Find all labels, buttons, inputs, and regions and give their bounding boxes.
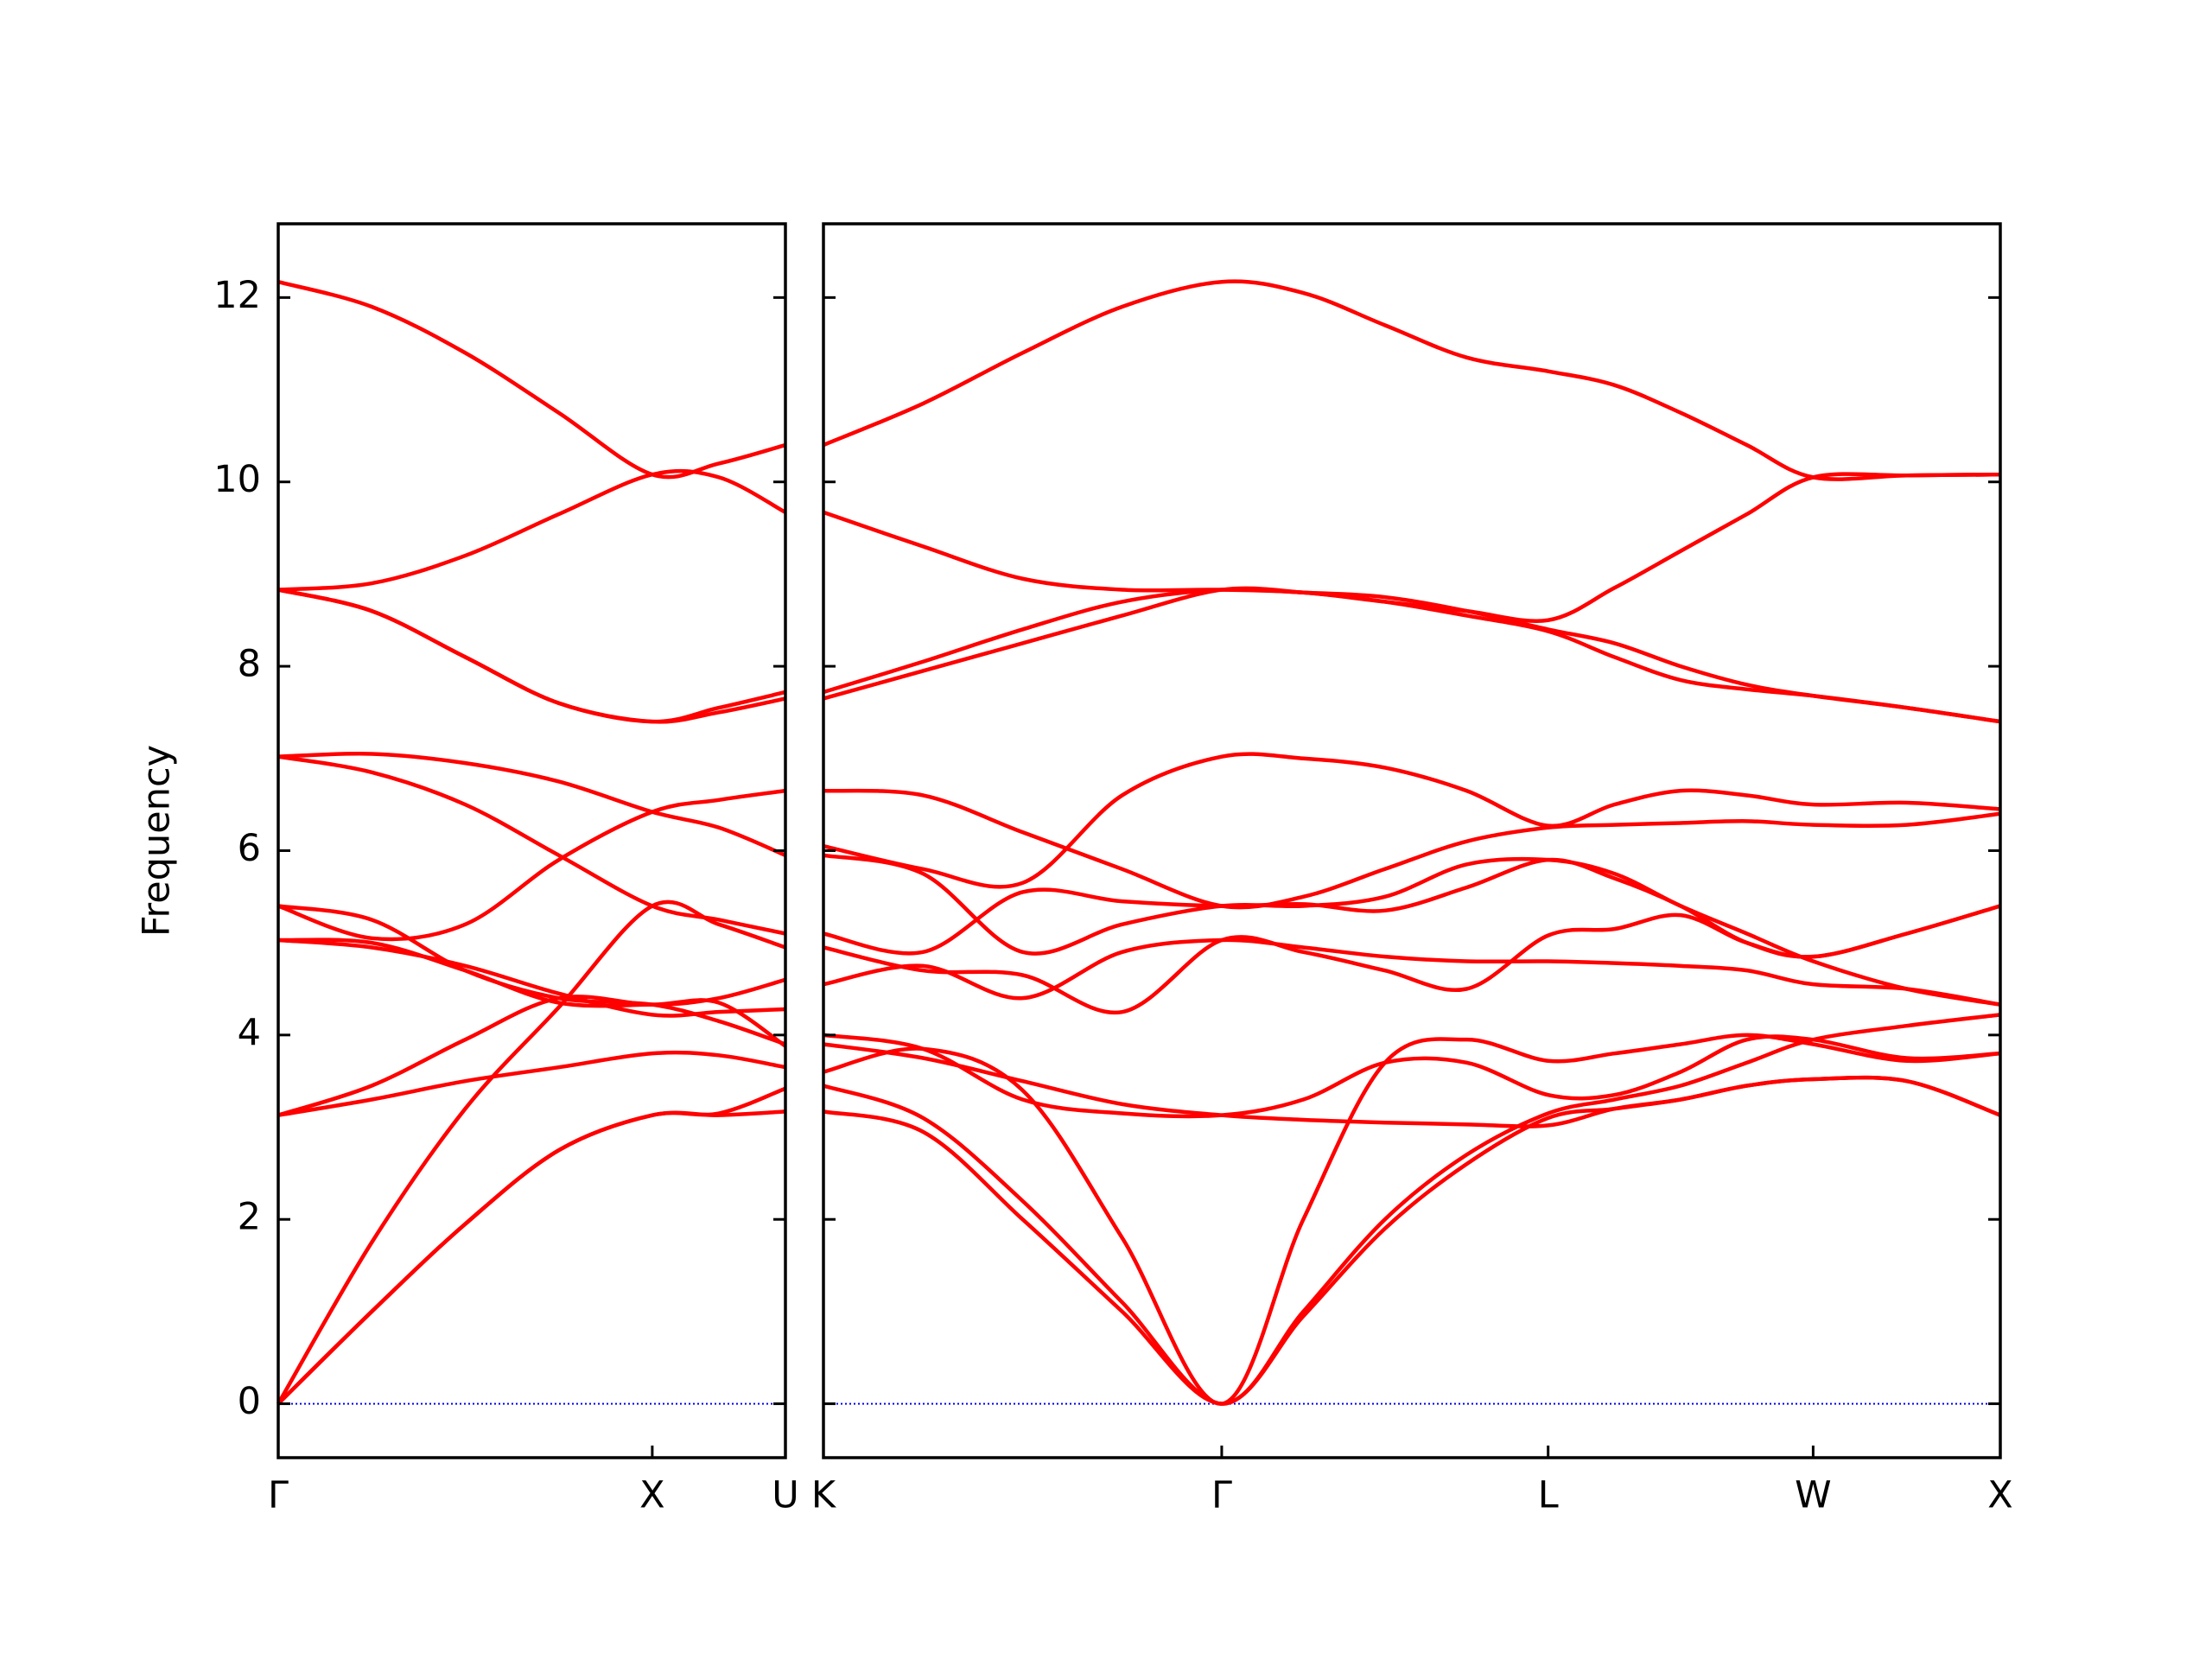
y-tick-label: 0: [238, 1380, 261, 1423]
band-line: [823, 938, 2001, 1007]
band-line: [277, 468, 787, 592]
x-tick-label: Γ: [1211, 1474, 1232, 1517]
band-line: [277, 1050, 786, 1117]
x-tick-label: X: [1987, 1474, 2012, 1517]
band-line: [823, 1013, 2001, 1406]
band-line: [277, 588, 786, 724]
x-tick-label: W: [1795, 1474, 1832, 1517]
y-tick-label: 4: [238, 1011, 261, 1054]
band-line: [277, 938, 787, 1048]
band-line: [276, 1086, 786, 1406]
band-line: [277, 751, 786, 857]
x-tick-label: Γ: [268, 1474, 289, 1517]
band-line: [277, 904, 786, 1046]
plot-frame: [276, 222, 787, 1459]
x-tick-label: X: [639, 1474, 664, 1517]
y-tick-label: 12: [213, 274, 261, 317]
y-tick-label: 2: [238, 1196, 261, 1239]
band-line: [277, 280, 786, 480]
plot-frame: [822, 222, 2002, 1459]
y-axis-label: Frequency: [136, 745, 179, 937]
y-tick-label: 6: [238, 827, 261, 870]
x-tick-label: U: [772, 1474, 798, 1517]
x-tick-label: L: [1538, 1474, 1559, 1517]
band-line: [823, 752, 2001, 889]
band-line: [823, 1042, 2001, 1128]
y-tick-label: 8: [238, 643, 261, 686]
band-line: [823, 853, 2001, 1007]
band-line: [277, 788, 786, 942]
band-line: [277, 938, 786, 1018]
band-line: [823, 857, 2001, 959]
band-line: [823, 788, 2001, 910]
band-line: [277, 754, 786, 936]
band-line: [823, 1033, 2001, 1119]
band-line: [823, 472, 2001, 623]
x-tick-label: K: [811, 1474, 837, 1517]
band-line: [276, 899, 786, 1405]
band-line: [823, 279, 2001, 481]
y-tick-label: 10: [213, 458, 261, 501]
